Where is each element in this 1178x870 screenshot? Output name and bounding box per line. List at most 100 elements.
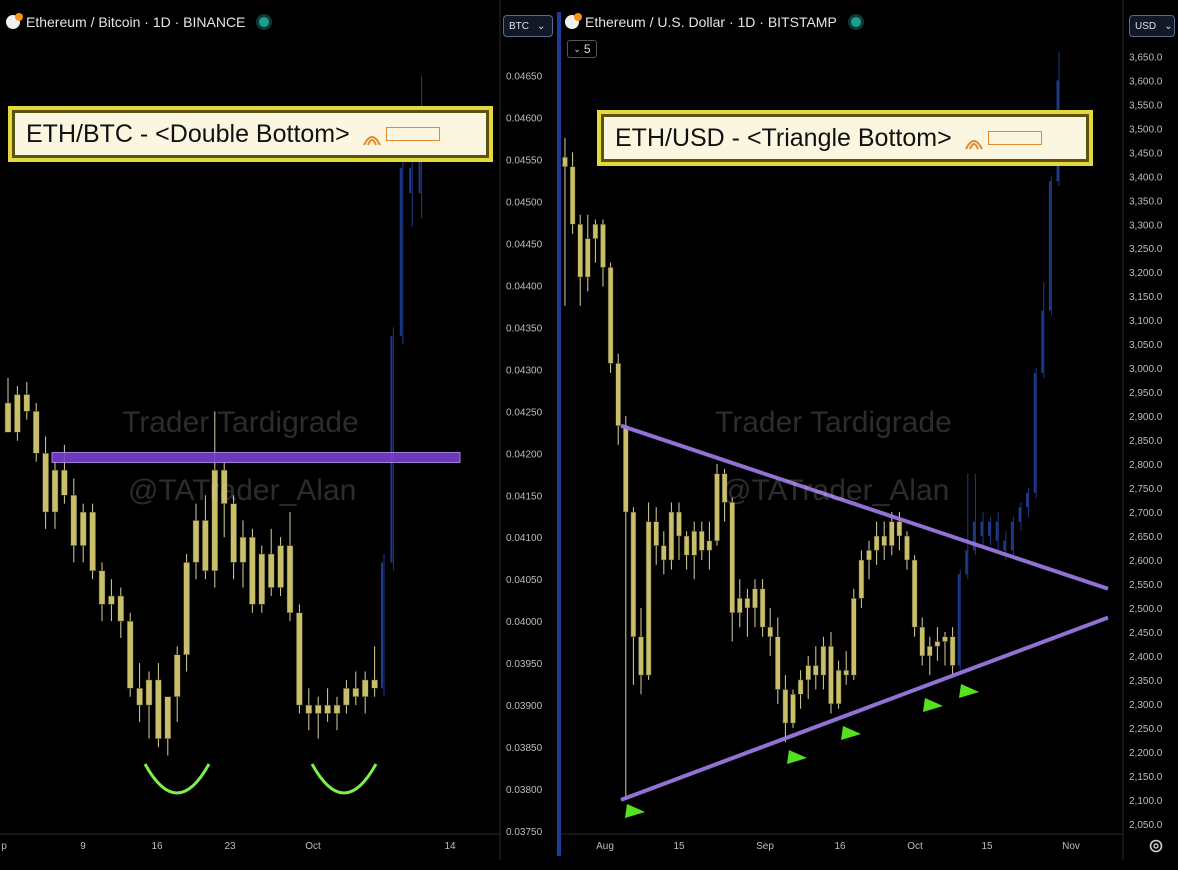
eth-btc-chart[interactable]: 0.04650 0.04600 0.04550 0.04500 0.04450 0.044… [0,0,556,870]
candle-body [220,469,228,504]
candle-body [32,411,40,454]
support-touch-arrow [923,698,943,712]
candle-body [980,521,983,537]
price-tick-label: 3,400.0 [1129,172,1163,183]
price-tick-label: 3,650.0 [1129,52,1163,63]
candle-body [820,646,827,676]
candle-body [117,595,125,622]
candle-body [949,636,956,666]
price-tick-label: 2,250.0 [1129,724,1163,735]
price-tick-label: 0.04000 [506,617,543,628]
candle-body [1033,372,1036,493]
price-tick-label: 2,800.0 [1129,460,1163,471]
price-tick-label: 0.04400 [506,281,543,292]
time-tick-label: 15 [673,841,685,852]
price-tick-label: 0.04500 [506,197,543,208]
candle-body [258,553,266,605]
price-tick-label: 2,050.0 [1129,820,1163,831]
lower-trendline [620,615,1109,802]
candle-body [896,521,903,537]
candle-body [623,425,629,513]
candle-body [995,521,998,541]
candle-body [714,473,720,542]
price-tick-label: 2,500.0 [1129,604,1163,615]
candle-body [42,453,49,513]
time-tick-label: 16 [834,841,846,852]
candle-body [585,238,591,278]
price-tick-label: 2,100.0 [1129,796,1163,807]
price-tick-label: 3,600.0 [1129,76,1163,87]
candle-body [1018,507,1021,522]
time-tick-label: Oct [907,841,923,852]
candle-body [934,641,941,647]
candle-body [352,688,360,697]
first-bottom-arc [143,763,211,795]
eth-usd-symbol-icon [565,13,582,29]
price-tick-label: 2,900.0 [1129,412,1163,423]
left-chart-panel[interactable]: Ethereum / Bitcoin · 1D · BINANCE BTC ⌄ … [0,0,556,870]
right-chart-panel[interactable]: Ethereum / U.S. Dollar · 1D · BITSTAMP U… [557,0,1178,870]
candle-body [988,521,991,537]
support-touch-arrow [625,804,645,818]
candle-body [314,704,322,714]
market-status-icon [259,17,270,27]
candle-body [390,335,393,563]
candle-body [972,521,975,551]
left-currency-button[interactable]: BTC ⌄ [503,15,553,37]
gear-icon[interactable] [1148,838,1164,854]
candle-body [1003,540,1006,551]
candle-body [729,502,735,614]
price-tick-label: 2,400.0 [1129,652,1163,663]
candle-body [51,469,59,513]
time-tick-label: 14 [444,841,456,852]
candle-body [835,670,842,705]
price-tick-label: 3,200.0 [1129,268,1163,279]
logo-tag [385,127,440,141]
candle-body [399,167,402,336]
tardigrade-logo-icon [362,125,382,146]
price-tick-label: 2,450.0 [1129,628,1163,639]
candle-body [249,536,256,605]
left-title: ETH/BTC - <Double Bottom> [26,119,350,148]
left-chart-header: Ethereum / Bitcoin · 1D · BINANCE [6,13,270,30]
price-tick-label: 0.03950 [506,659,543,670]
collapsed-indicators-button[interactable]: ⌄ 5 [567,40,597,58]
candle-body [136,688,143,706]
candle-body [108,595,115,605]
price-tick-label: 3,550.0 [1129,100,1163,111]
candle-body [737,598,743,614]
candle-body [211,469,219,572]
price-tick-label: 2,300.0 [1129,700,1163,711]
tardigrade-logo-icon [964,129,984,150]
right-watermark-1: Trader Tardigrade [715,406,952,439]
logo-tag [987,131,1042,145]
price-tick-label: 0.03900 [506,701,543,712]
price-tick-label: 2,750.0 [1129,484,1163,495]
price-tick-label: 3,150.0 [1129,292,1163,303]
time-tick-label: 16 [151,841,163,852]
candle-body [843,670,849,676]
candle-body [23,394,31,412]
time-tick-label: 23 [224,841,236,852]
candle-body [409,167,412,194]
time-tick-label: 15 [981,841,993,852]
candle-body [858,559,865,599]
right-currency-button[interactable]: USD ⌄ [1129,15,1175,37]
eth-usd-chart[interactable]: 3,650.0 3,600.0 3,550.0 3,500.0 3,450.0 3,400… [557,0,1178,870]
candle-body [173,654,181,697]
candle-body [797,679,804,695]
chevron-down-icon: ⌄ [573,43,581,54]
price-tick-label: 0.04450 [506,239,543,250]
price-tick-label: 3,000.0 [1129,364,1163,375]
right-title: ETH/USD - <Triangle Bottom> [615,123,952,152]
candle-body [183,562,190,655]
left-watermark-1: Trader Tardigrade [122,406,359,439]
candle-body [1026,492,1029,508]
candle-body [889,521,895,546]
support-touch-arrow [959,684,979,698]
eth-btc-symbol-icon [6,13,23,29]
candle-body [881,535,887,546]
candle-body [343,688,350,706]
price-tick-label: 0.04150 [506,491,543,502]
support-touch-arrow [787,750,807,764]
